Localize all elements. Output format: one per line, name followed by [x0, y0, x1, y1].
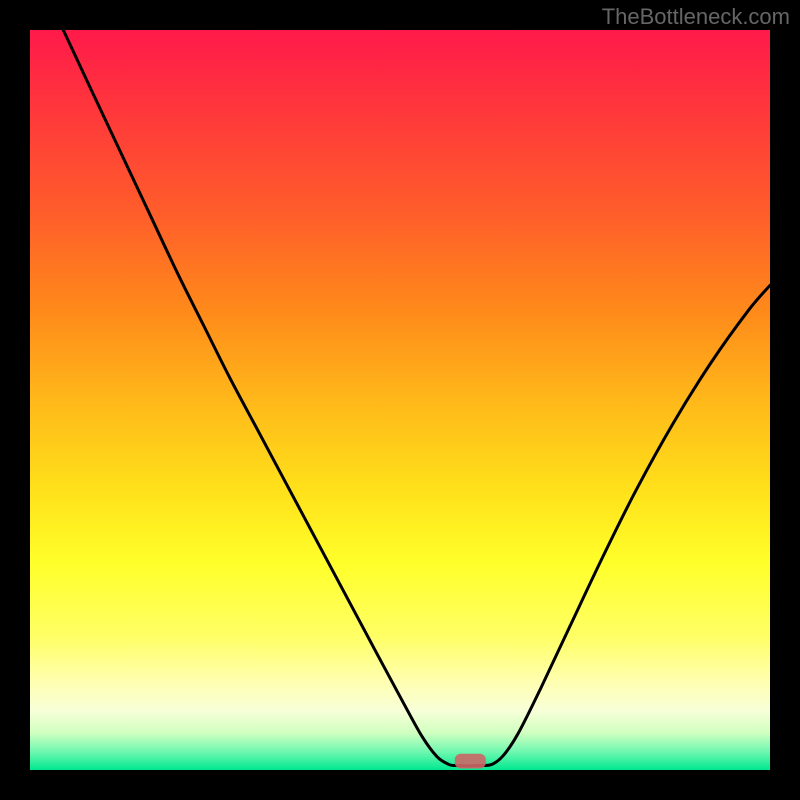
bottleneck-chart [0, 0, 800, 800]
watermark-text: TheBottleneck.com [602, 4, 790, 30]
chart-container: TheBottleneck.com [0, 0, 800, 800]
bottleneck-marker [455, 754, 486, 769]
